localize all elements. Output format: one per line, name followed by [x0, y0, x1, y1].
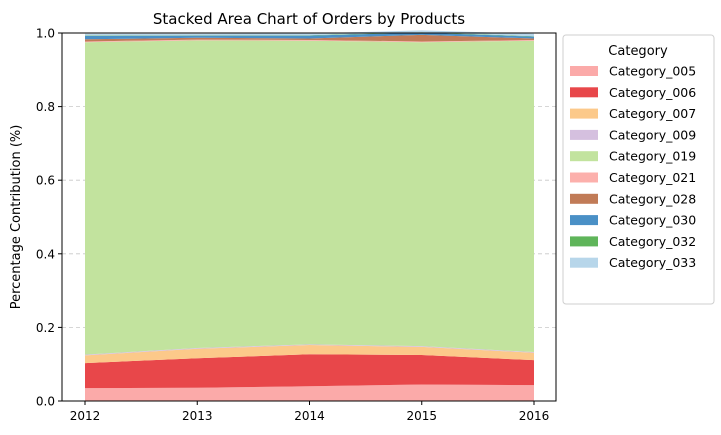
legend-box: [562, 34, 715, 305]
legend-label: Category_032: [609, 234, 696, 249]
x-tick-label: 2014: [294, 409, 325, 423]
legend-label: Category_005: [609, 64, 696, 79]
x-tick-label: 2015: [406, 409, 437, 423]
y-tick-label: 0.0: [36, 395, 55, 409]
y-axis-label: Percentage Contribution (%): [9, 125, 24, 310]
legend-swatch: [570, 66, 598, 76]
area-category-030: [85, 32, 534, 40]
area-category-009: [85, 344, 534, 356]
legend-label: Category_021: [609, 170, 696, 185]
area-category-007: [85, 345, 534, 364]
area-series: [85, 30, 534, 401]
legend-swatch: [570, 215, 598, 226]
legend-label: Category_030: [609, 213, 696, 228]
legend-swatch: [570, 129, 598, 140]
y-tick-label: 0.2: [36, 321, 55, 335]
legend-label: Category_009: [609, 127, 696, 142]
area-category-006: [85, 354, 534, 389]
legend-items: Category_005 Category_006 Category_007 Cate…: [570, 64, 696, 270]
x-tick-label: 2016: [519, 409, 550, 423]
x-tick-label: 2013: [182, 409, 213, 423]
legend-label: Category_028: [609, 191, 696, 206]
legend-title: Category: [608, 44, 668, 59]
legend-swatch: [570, 87, 598, 98]
legend-label: Category_033: [609, 255, 696, 270]
legend-label: Category_007: [609, 106, 696, 121]
y-tick-label: 0.4: [36, 247, 55, 261]
x-tick-label: 2012: [70, 409, 101, 423]
chart-title: Stacked Area Chart of Orders by Products: [153, 10, 465, 28]
legend-swatch: [570, 151, 598, 162]
x-axis-ticks: 2012 2013 2014 2015 2016: [70, 401, 550, 423]
legend-swatch: [570, 108, 598, 119]
area-category-019: [85, 40, 534, 355]
legend-swatch: [570, 257, 598, 268]
area-category-005: [85, 384, 534, 401]
legend-label: Category_006: [609, 85, 696, 100]
area-category-033: [85, 30, 534, 37]
legend-swatch: [570, 172, 598, 183]
legend-swatch: [570, 236, 598, 247]
legend: Category Category_005Category_006Categor…: [562, 34, 715, 305]
y-tick-label: 0.8: [36, 100, 55, 114]
legend-label: Category_019: [609, 149, 696, 164]
y-tick-label: 1.0: [36, 27, 55, 41]
y-tick-label: 0.6: [36, 174, 55, 188]
legend-swatch: [570, 193, 598, 204]
y-axis-ticks: 0.0 0.2 0.4 0.6 0.8 1.0: [36, 27, 62, 409]
area-category-032: [85, 32, 534, 37]
area-category-021: [85, 39, 534, 43]
area-category-028: [85, 34, 534, 42]
